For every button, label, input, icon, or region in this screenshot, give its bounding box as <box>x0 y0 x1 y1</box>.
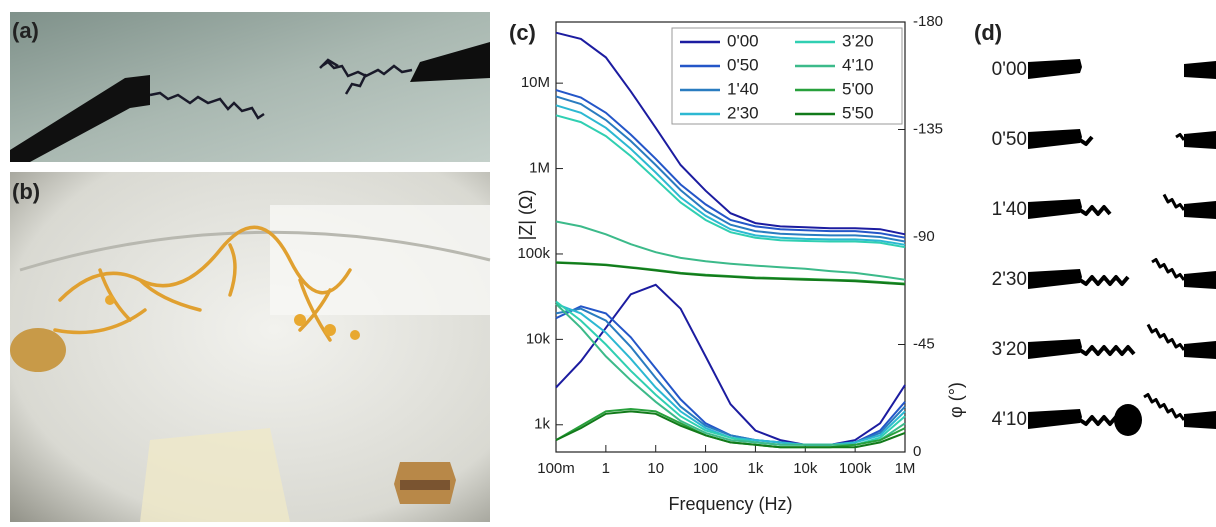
time-label: 0'00 <box>992 59 1027 80</box>
time-label: 2'30 <box>992 269 1027 290</box>
series-line <box>555 307 906 446</box>
legend-label: 0'00 <box>727 31 759 50</box>
y-axis-label: |Z| (Ω) <box>516 190 536 241</box>
legend-label: 4'10 <box>842 55 874 74</box>
y2-tick-label: -135 <box>913 120 943 137</box>
legend-label: 5'50 <box>842 103 874 122</box>
y-tick-label: 10k <box>526 330 551 347</box>
electrode-left <box>1028 269 1082 289</box>
x-tick-label: 100k <box>839 460 872 477</box>
electrode-right <box>1184 201 1216 219</box>
dendrite <box>1078 135 1094 146</box>
electrode-right <box>1184 131 1216 149</box>
electrode-right <box>1184 341 1216 359</box>
legend-label: 1'40 <box>727 79 759 98</box>
y2-tick-label: -90 <box>913 228 935 245</box>
photo-a <box>10 12 490 162</box>
series-line <box>555 410 906 449</box>
blob <box>1114 404 1142 436</box>
photo-b <box>10 172 491 522</box>
dendrite <box>1151 258 1186 281</box>
panel-label: (a) <box>12 18 39 43</box>
legend-box <box>671 27 903 125</box>
chart: 100m 1 10 100 1k 10k 100k 1M 1k 10k 100k 1M 10M 0 -45 -… <box>516 13 966 514</box>
y-tick-label: 1k <box>534 416 550 433</box>
y2-tick-label: -180 <box>913 13 943 30</box>
series-line <box>555 305 906 446</box>
series-line <box>555 283 906 446</box>
electrode-left <box>1028 199 1082 219</box>
series-line <box>555 104 906 246</box>
y2-tick-label: 0 <box>913 443 921 460</box>
electrode-left <box>1028 59 1082 79</box>
x-tick-label: 1M <box>895 460 916 477</box>
y2-axis-label: φ (°) <box>946 382 966 418</box>
y-tick-label: 10M <box>521 74 550 91</box>
series-line <box>555 114 906 249</box>
time-label: 0'50 <box>992 129 1027 150</box>
x-axis-label: Frequency (Hz) <box>668 494 792 514</box>
panel-label: (c) <box>509 20 536 45</box>
x-tick-label: 100m <box>537 460 575 477</box>
legend-label: 0'50 <box>727 55 759 74</box>
series-line <box>555 261 906 286</box>
panel-label: (d) <box>974 20 1002 45</box>
dendrite <box>1175 133 1186 141</box>
electrode-right <box>1184 61 1216 79</box>
dendrite <box>1078 345 1136 356</box>
series-line <box>555 220 906 281</box>
panel-d: 0'00 0'50 1'40 2'30 3'20 4'10 <box>992 59 1216 436</box>
legend-label: 5'00 <box>842 79 874 98</box>
legend-label: 2'30 <box>727 103 759 122</box>
electrode-right <box>1184 271 1216 289</box>
panel-label: (b) <box>12 179 40 204</box>
y2-tick-label: -45 <box>913 335 935 352</box>
time-label: 1'40 <box>992 199 1027 220</box>
y-tick-label: 100k <box>517 245 550 262</box>
series-line <box>555 89 906 239</box>
series-line <box>555 31 906 236</box>
x-tick-label: 100 <box>693 460 718 477</box>
series-line <box>555 95 906 243</box>
x-tick-label: 1k <box>748 460 764 477</box>
time-label: 3'20 <box>992 339 1027 360</box>
time-label: 4'10 <box>992 409 1027 430</box>
x-tick-label: 10k <box>793 460 818 477</box>
electrode-right <box>1184 411 1216 429</box>
x-tick-label: 10 <box>647 460 664 477</box>
dendrite <box>1162 193 1186 211</box>
dendrite <box>1078 275 1130 286</box>
y-tick-label: 1M <box>529 160 550 177</box>
x-tick-label: 1 <box>602 460 610 477</box>
dendrite <box>1143 393 1186 421</box>
dendrite <box>1146 323 1186 351</box>
dendrite <box>1078 205 1112 216</box>
legend-label: 3'20 <box>842 31 874 50</box>
electrode-left <box>1028 129 1082 149</box>
electrode-left <box>1028 339 1082 359</box>
electrode-left <box>1028 409 1082 429</box>
